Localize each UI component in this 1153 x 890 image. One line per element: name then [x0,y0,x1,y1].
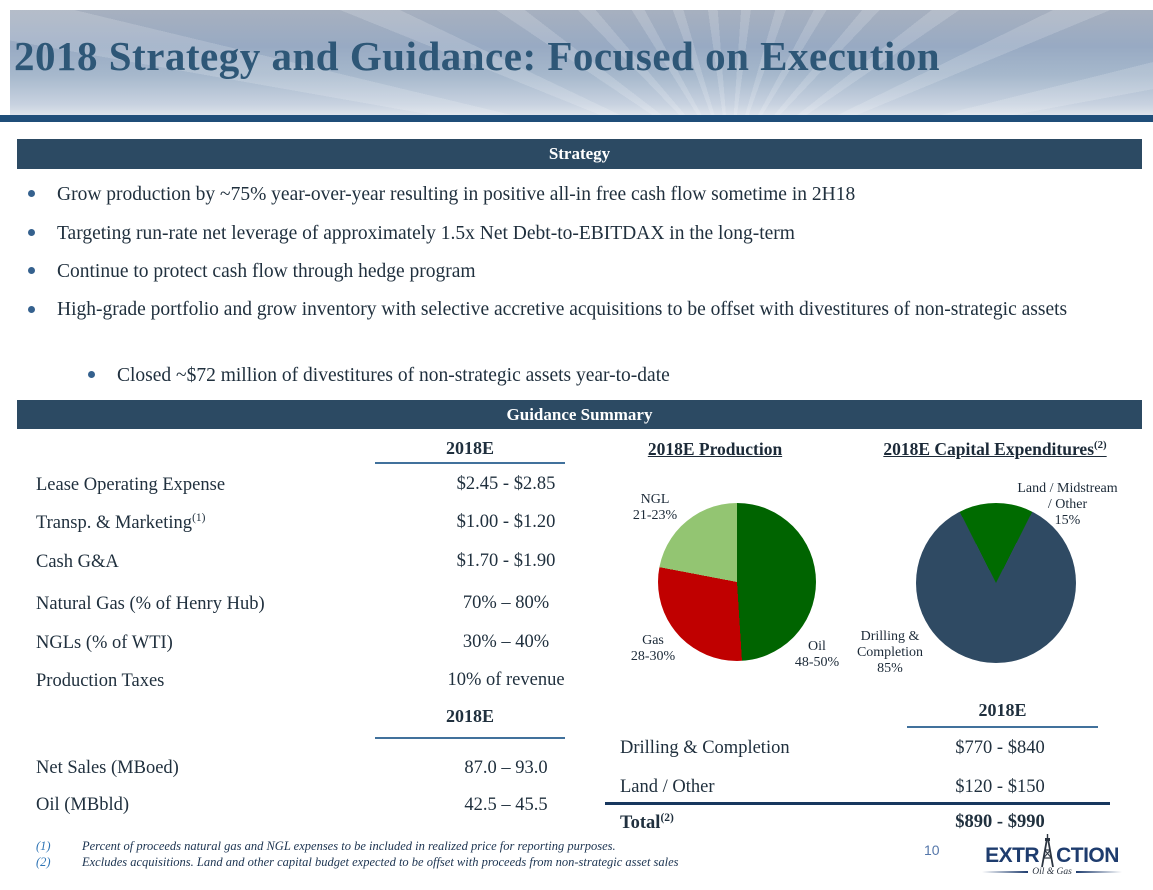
cost-table-column-header: 2018E [445,438,494,458]
row-value: 30% – 40% [462,632,550,652]
bullet-icon [28,306,35,313]
logo-text-right: CTION [1056,844,1119,867]
footnote-2: (2) Excludes acquisitions. Land and other… [36,854,679,870]
table-row: Cash G&A $1.70 - $1.90 [36,551,656,573]
pie-label-gas: Gas 28-30% [630,633,676,664]
bullet-text: Closed ~$72 million of divestitures of n… [117,365,670,386]
header-divider [0,115,1153,122]
logo-tagline-text: Oil & Gas [1032,867,1072,877]
row-label: NGLs (% of WTI) [36,633,173,654]
row-value: $770 - $840 [955,738,1045,758]
logo-wordmark: EXTR CTION [982,829,1122,868]
pie-label-oil: Oil 48-50% [794,639,840,670]
bullet-icon [28,267,35,274]
bullet-text: High-grade portfolio and grow inventory … [57,299,1068,320]
bullet-icon [28,190,35,197]
pie-label-land-midstream-other: Land / Midstream / Other 15% [1017,481,1118,528]
bullet-text: Targeting run-rate net leverage of appro… [57,223,795,244]
swoosh-line-left [982,871,1029,873]
pie-label-ngl: NGL 21-23% [632,492,678,523]
page-number: 10 [924,842,940,858]
extraction-logo: EXTR CTION Oil & Gas [982,829,1122,877]
strategy-bullet-1: Grow production by ~75% year-over-year r… [28,181,1113,208]
row-label: Production Taxes [36,671,165,692]
row-label: Transp. & Marketing(1) [36,512,206,534]
row-label: Total(2) [620,812,674,834]
sunburst-watermark [10,10,1153,115]
logo-text-left: EXTR [985,844,1040,867]
row-value: $890 - $990 [955,812,1045,832]
footnote-number: (1) [36,839,51,853]
slide-header: 2018 Strategy and Guidance: Focused on E… [10,10,1153,115]
row-label: Cash G&A [36,552,119,573]
capex-pie-chart [916,503,1076,663]
oil-derrick-icon [1041,834,1054,868]
strategy-bullet-2: Targeting run-rate net leverage of appro… [28,220,1113,247]
volume-table-column-header: 2018E [445,706,494,726]
row-value: 70% – 80% [462,593,550,613]
guidance-section-header: Guidance Summary [17,400,1142,429]
bullet-text: Grow production by ~75% year-over-year r… [57,184,856,205]
row-value: 10% of revenue [447,670,565,690]
footnote-text: Percent of proceeds natural gas and NGL … [82,839,616,853]
table-row: Oil (MBbld) 42.5 – 45.5 [36,795,656,816]
capex-chart-title: 2018E Capital Expenditures(2) [883,439,1107,459]
bullet-text: Continue to protect cash flow through he… [57,261,476,282]
production-pie-chart [658,503,816,661]
row-value: $120 - $150 [955,777,1045,797]
table-row-total: Total(2) $890 - $990 [620,812,1150,834]
bullet-icon [28,229,35,236]
row-value: $1.70 - $1.90 [456,551,556,571]
cost-table-header-underline [375,462,565,464]
row-label: Natural Gas (% of Henry Hub) [36,594,265,615]
strategy-section-header: Strategy [17,139,1142,169]
footnote-1: (1) Percent of proceeds natural gas and N… [36,838,679,854]
row-value: $2.45 - $2.85 [456,474,556,494]
table-row: Production Taxes 10% of revenue [36,670,656,692]
production-chart-title: 2018E Production [647,439,783,459]
footnotes: (1) Percent of proceeds natural gas and N… [36,838,679,870]
pie-label-drilling-completion: Drilling & Completion 85% [856,629,924,676]
table-row: Lease Operating Expense $2.45 - $2.85 [36,474,656,496]
footnote-text: Excludes acquisitions. Land and other ca… [82,855,679,869]
strategy-bullet-3: Continue to protect cash flow through he… [28,258,1113,285]
table-row: Transp. & Marketing(1) $1.00 - $1.20 [36,512,656,534]
strategy-bullet-4: High-grade portfolio and grow inventory … [28,296,1094,323]
footnote-number: (2) [36,855,51,869]
swoosh-line-right [1075,871,1122,873]
row-label: Drilling & Completion [620,738,790,758]
capex-table-header-underline [907,726,1098,728]
bullet-icon [88,371,95,378]
row-value: 42.5 – 45.5 [464,795,548,815]
row-label: Lease Operating Expense [36,475,226,496]
table-row: Land / Other $120 - $150 [620,777,1150,798]
capex-total-divider [605,802,1110,805]
table-row: Net Sales (MBoed) 87.0 – 93.0 [36,758,656,779]
capex-table-column-header: 2018E [978,700,1027,720]
volume-table-header-underline [375,737,565,739]
row-value: 87.0 – 93.0 [464,758,548,778]
row-label: Net Sales (MBoed) [36,758,179,778]
row-label: Oil (MBbld) [36,795,130,815]
table-row: NGLs (% of WTI) 30% – 40% [36,632,656,654]
guidance-header-label: Guidance Summary [506,405,653,424]
strategy-header-label: Strategy [548,144,611,163]
logo-tagline: Oil & Gas [982,867,1122,877]
row-label: Land / Other [620,777,715,797]
table-row: Drilling & Completion $770 - $840 [620,738,1150,759]
page-title: 2018 Strategy and Guidance: Focused on E… [14,33,941,79]
row-value: $1.00 - $1.20 [456,512,556,532]
strategy-sub-bullet: Closed ~$72 million of divestitures of n… [88,362,1153,389]
table-row: Natural Gas (% of Henry Hub) 70% – 80% [36,593,656,615]
